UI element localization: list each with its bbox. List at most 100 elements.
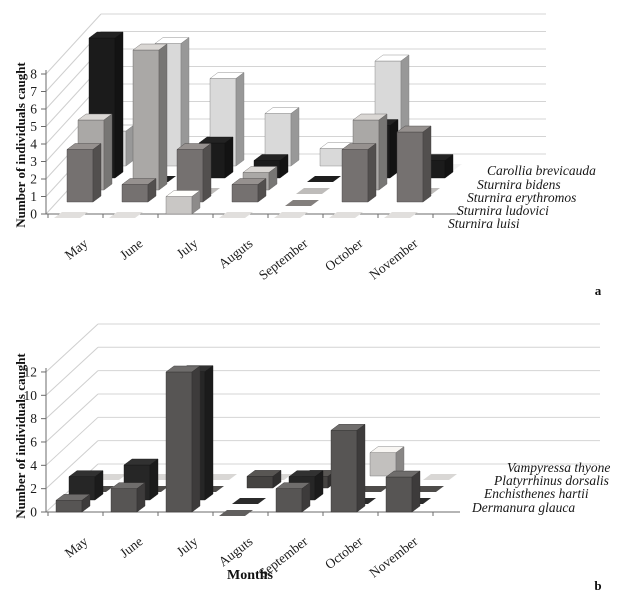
bar-september-sturnira-luisi-zero-tile — [274, 212, 308, 218]
bar-october-sturnira-ludovici — [367, 143, 377, 203]
x-tick-label-auguts: Auguts — [216, 534, 256, 570]
bar-may-sturnira-ludovici — [66, 143, 102, 203]
bar-june-dermanura-glauca — [110, 488, 138, 513]
y-tick-label: 4 — [30, 458, 37, 473]
y-tick-label: 3 — [30, 154, 37, 169]
bar-november-sturnira-luisi-zero-tile — [384, 212, 418, 218]
depth-gridline — [45, 416, 99, 466]
y-tick-label: 0 — [30, 505, 37, 520]
bar-auguts-carollia-brevicauda — [290, 107, 300, 167]
bar-september-sturnira-erythromos-zero-tile — [296, 188, 330, 194]
depth-gridline — [45, 323, 99, 373]
panel-b-y-axis-title: Number of individuals caught — [13, 353, 28, 519]
bar-june-sturnira-erythromos — [158, 43, 168, 191]
y-tick-label: 0 — [30, 207, 37, 222]
depth-gridline — [45, 13, 102, 75]
bar-auguts-platyrrhinus-dorsalis — [246, 476, 274, 489]
bar-june-sturnira-erythromos — [132, 43, 168, 191]
x-tick-label-october: October — [322, 533, 366, 572]
legend-sturnira-luisi: Sturnira luisi — [448, 216, 520, 231]
x-tick-label-november: November — [366, 533, 421, 580]
bar-november-sturnira-ludovici — [396, 131, 424, 203]
bar-july-sturnira-luisi — [191, 190, 201, 215]
bar-may-enchisthenes-hartii — [94, 470, 104, 501]
panel-a-chart: 0 1 2 3 4 5 6 7 8 May June July Auguts September Octob… — [30, 13, 596, 283]
bar-september-dermanura-glauca — [275, 482, 311, 513]
bar-september-sturnira-ludovici-zero-tile — [285, 200, 319, 206]
bar-september-enchisthenes-hartii — [314, 470, 324, 501]
bar-july-sturnira-ludovici — [176, 143, 212, 203]
x-tick-label-june: June — [117, 236, 146, 263]
bar-july-dermanura-glauca — [165, 371, 193, 513]
bar-may-dermanura-glauca — [55, 500, 83, 513]
bar-may-sturnira-ludovici — [92, 143, 102, 203]
bar-june-enchisthenes-hartii — [149, 458, 159, 501]
bar-auguts-platyrrhinus-dorsalis — [272, 469, 282, 489]
legend-enchisthenes-hartii: Enchisthenes hartii — [483, 486, 589, 501]
bar-auguts-sturnira-erythromos — [268, 166, 278, 191]
bar-july-enchisthenes-hartii — [204, 365, 214, 501]
bar-auguts-carollia-brevicauda — [264, 107, 300, 167]
bar-october-sturnira-erythromos — [378, 113, 388, 191]
x-axis-title-months: Months — [227, 568, 273, 583]
panel-a-letter: a — [594, 283, 602, 298]
bar-auguts-sturnira-ludovici — [231, 184, 259, 203]
bar-july-carollia-brevicauda — [235, 72, 245, 167]
depth-gridline — [45, 346, 99, 396]
bar-june-sturnira-luisi-zero-tile — [109, 212, 143, 218]
bar-july-sturnira-luisi — [165, 190, 201, 215]
bar-auguts-sturnira-luisi-zero-tile — [219, 212, 253, 218]
legend-carollia-brevicauda: Carollia brevicauda — [487, 163, 596, 178]
bar-may-dermanura-glauca — [55, 493, 91, 513]
bar-november-vampyressa-thyone-zero-tile — [423, 474, 457, 480]
y-tick-label: 6 — [30, 434, 37, 449]
y-tick-label: 4 — [30, 137, 37, 152]
bar-may-dermanura-glauca — [81, 493, 91, 513]
legend-vampyressa-thyone: Vampyressa thyone — [507, 460, 610, 475]
bar-october-dermanura-glauca — [356, 423, 366, 513]
bar-june-sturnira-erythromos — [132, 49, 160, 191]
bar-november-sturnira-bidens — [444, 154, 454, 179]
depth-gridline — [45, 393, 99, 443]
bar-november-dermanura-glauca — [411, 470, 421, 513]
panel-b-letter: b — [594, 578, 602, 593]
bar-auguts-sturnira-bidens — [279, 154, 289, 179]
bar-july-sturnira-bidens — [224, 136, 234, 179]
x-tick-label-september: September — [256, 235, 311, 283]
bar-october-dermanura-glauca — [330, 430, 358, 513]
bar-october-vampyressa-thyone — [369, 446, 405, 477]
bar-october-sturnira-ludovici — [341, 143, 377, 203]
y-tick-label: 5 — [30, 119, 37, 134]
bar-june-sturnira-ludovici — [121, 178, 157, 203]
bar-june-sturnira-ludovici — [147, 178, 157, 203]
bar-auguts-sturnira-ludovici — [231, 178, 267, 203]
x-tick-label-july: July — [174, 235, 201, 261]
x-tick-label-auguts: Auguts — [216, 236, 256, 272]
y-tick-label: 2 — [30, 172, 37, 187]
bar-auguts-sturnira-ludovici — [257, 178, 267, 203]
y-tick-label: 1 — [30, 189, 37, 204]
depth-gridline — [45, 440, 99, 490]
bar-october-sturnira-luisi-zero-tile — [329, 212, 363, 218]
bar-june-sturnira-ludovici — [121, 184, 149, 203]
y-tick-label: 7 — [30, 84, 37, 99]
y-tick-label: 12 — [24, 364, 38, 379]
legend-dermanura-glauca: Dermanura glauca — [471, 500, 575, 515]
bar-june-dermanura-glauca — [110, 482, 146, 513]
bar-july-sturnira-luisi — [165, 196, 193, 215]
bar-november-dermanura-glauca — [385, 470, 421, 513]
bar-november-sturnira-ludovici — [422, 125, 432, 203]
x-tick-label-october: October — [322, 235, 366, 274]
y-tick-label: 2 — [30, 481, 37, 496]
bar-may-sturnira-ludovici — [66, 149, 94, 203]
y-tick-label: 6 — [30, 102, 37, 117]
x-tick-label-may: May — [62, 533, 91, 560]
bar-july-dermanura-glauca — [191, 365, 201, 513]
bar-november-sturnira-ludovici — [396, 125, 432, 203]
y-tick-label: 10 — [24, 388, 38, 403]
legend-sturnira-bidens: Sturnira bidens — [477, 177, 561, 192]
depth-gridline — [45, 370, 99, 420]
y-tick-label: 8 — [30, 67, 37, 82]
